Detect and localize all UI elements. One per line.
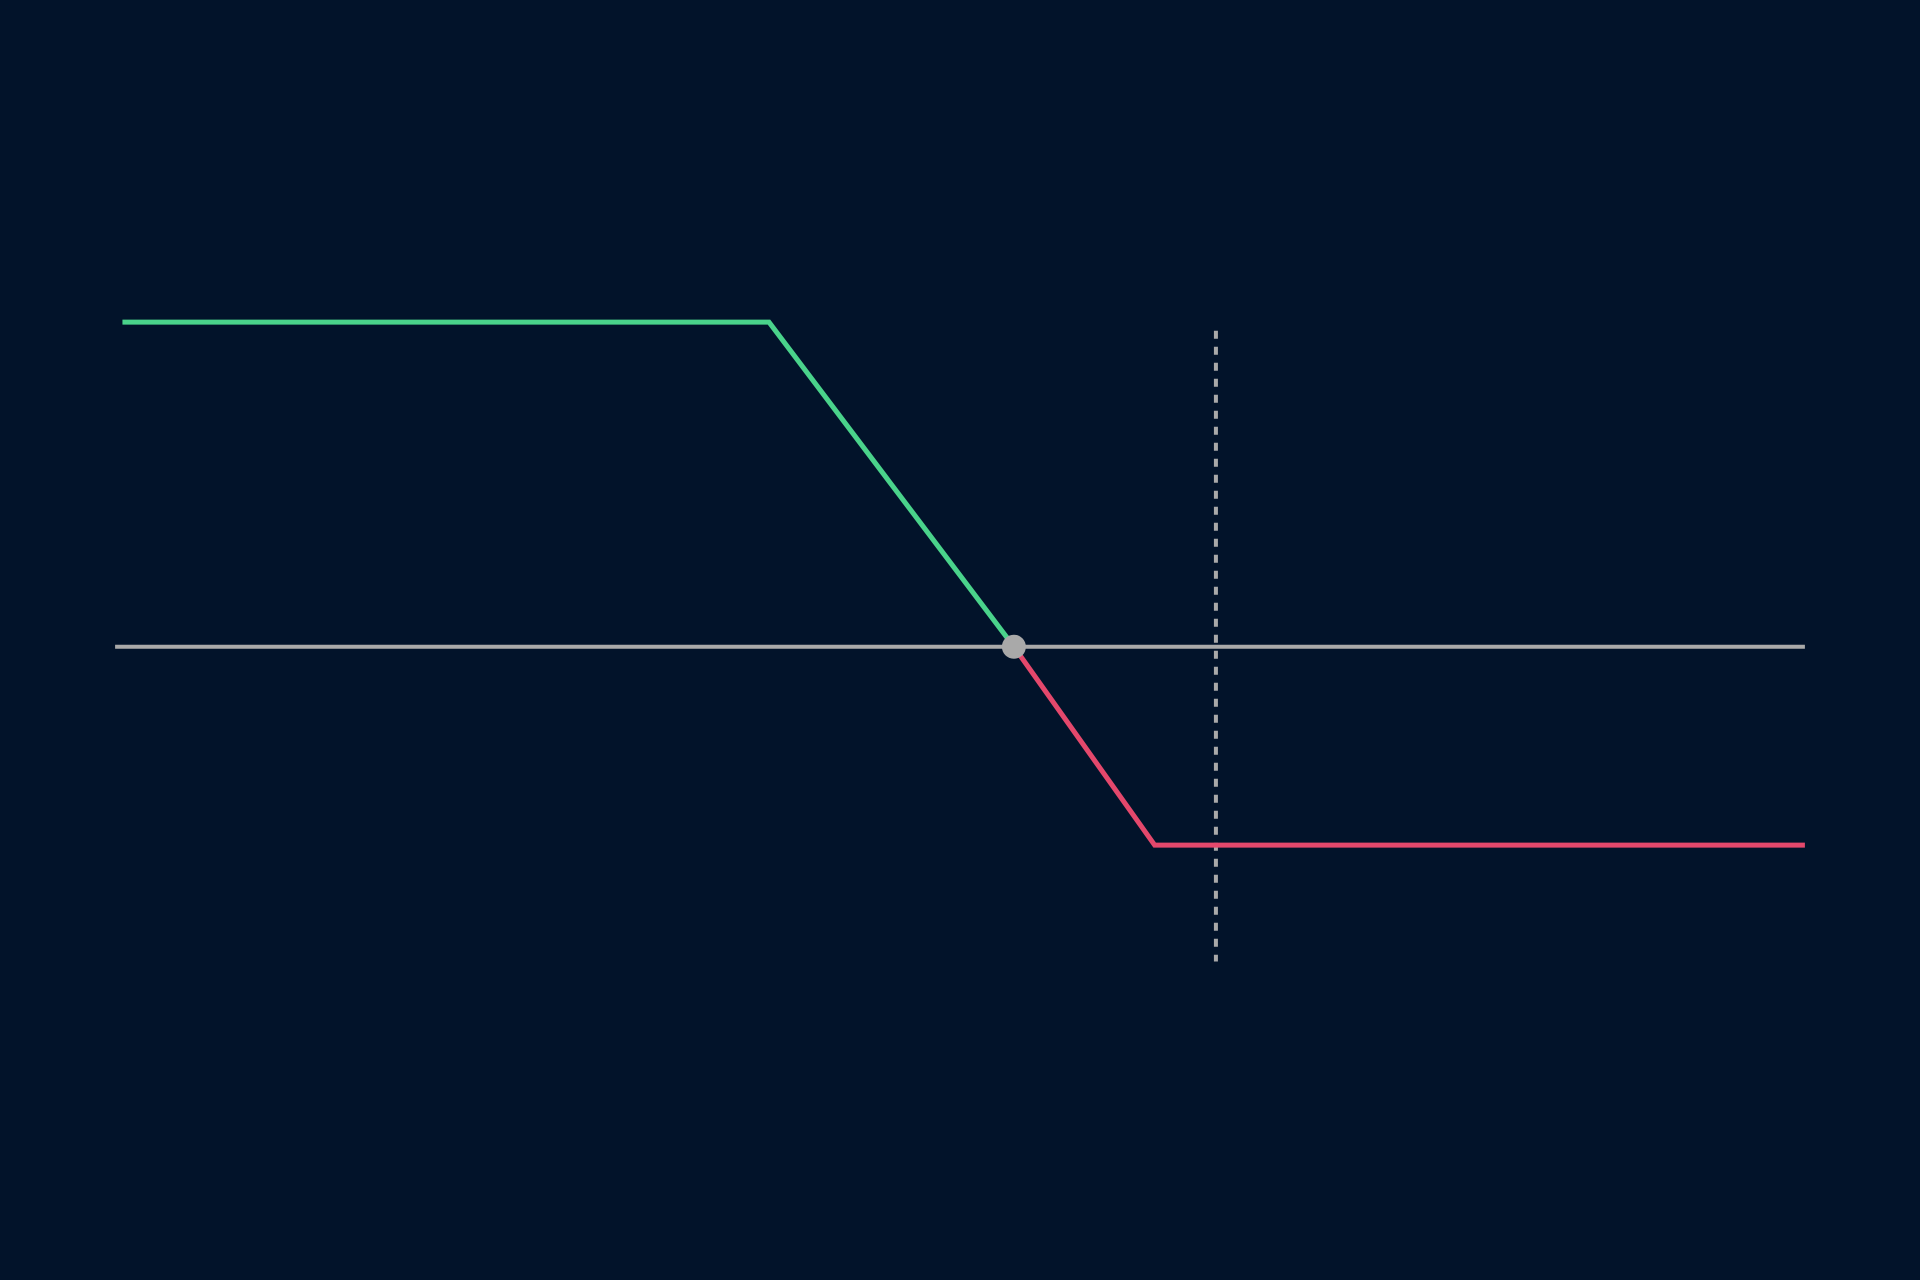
payoff-line: [1011, 645, 1805, 848]
payoff-line: [122, 319, 1016, 649]
breakeven-point: [1001, 634, 1026, 659]
